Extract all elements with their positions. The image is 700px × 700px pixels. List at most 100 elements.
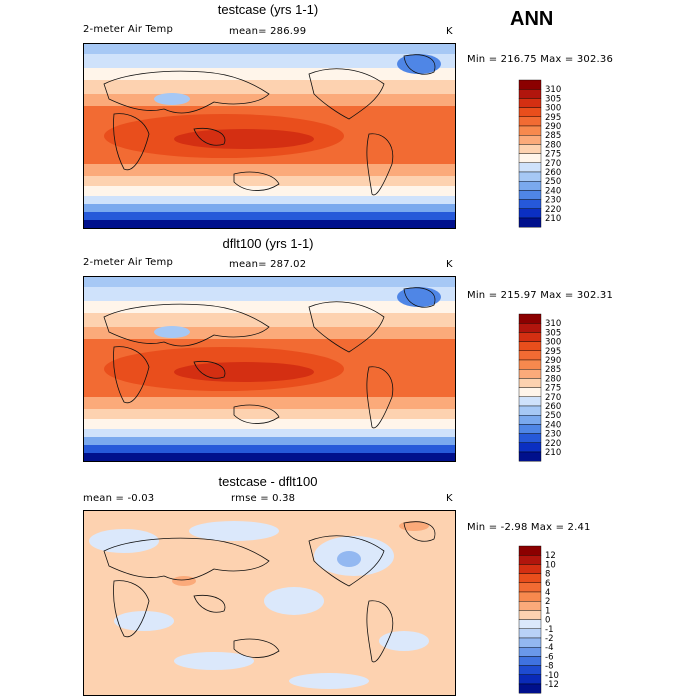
strong-negative [337, 551, 361, 567]
coastlines [103, 287, 436, 429]
colorbar-tick-label: 260 [545, 168, 561, 178]
colorbar-swatch [518, 359, 542, 370]
colorbar-swatch [518, 107, 542, 118]
colorbar-swatch [518, 135, 542, 145]
colorbar-tick-label: -1 [545, 625, 553, 635]
colorbar-swatch [518, 656, 542, 666]
colorbar-tick-label: 270 [545, 393, 561, 403]
colorbar-swatch [518, 332, 542, 342]
panel1-mean: mean= 286.99 [229, 26, 307, 37]
coastlines [103, 521, 436, 663]
colorbar-swatch [518, 313, 542, 324]
colorbar-swatch [518, 674, 542, 685]
band-antarctic-core [84, 220, 455, 228]
band-nsub [84, 94, 455, 106]
band-nmid2 [84, 80, 455, 94]
colorbar-swatch [518, 637, 542, 648]
colorbar-tick-label: -12 [545, 680, 559, 690]
colorbar-tick-label: 240 [545, 420, 561, 430]
band-ssub [84, 164, 455, 176]
colorbar-swatch [518, 98, 542, 108]
band-ssub [84, 397, 455, 409]
colorbar-tick-label: 295 [545, 113, 561, 123]
colorbar-swatch [518, 610, 542, 620]
colorbar-swatch [518, 628, 542, 639]
panel3-units: K [446, 493, 453, 504]
panel3-colorbar: 12 10 8 6 4 2 1 0 -1 -2 -4 -6 -8 -10 -12 [518, 545, 579, 696]
panel3-map-svg [84, 511, 455, 695]
colorbar-tick-label: 12 [545, 551, 556, 561]
colorbar-tick-label: 250 [545, 411, 561, 421]
colorbar-swatch [518, 387, 542, 397]
colorbar-swatch [518, 451, 542, 462]
colorbar-tick-label: -4 [545, 643, 553, 653]
greenland-cold [397, 54, 441, 74]
colorbar-tick-label: 275 [545, 384, 561, 394]
colorbar-tick-label: 280 [545, 374, 561, 384]
colorbar-swatch [518, 144, 542, 154]
band-nsub [84, 327, 455, 339]
colorbar-swatch [518, 378, 542, 388]
colorbar-tick-label: 1 [545, 606, 550, 616]
band-smid [84, 176, 455, 186]
colorbar-tick-label: 220 [545, 205, 561, 215]
panel1-colorbar: 310 305 300 295 290 285 280 275 270 260 250 240 230 2… [518, 79, 579, 230]
colorbar-tick-label: -10 [545, 671, 559, 681]
panel1-map [83, 43, 456, 229]
colorbar-tick-label: 260 [545, 402, 561, 412]
panel2-colorbar: 310 305 300 295 290 285 280 275 270 260 250 240 230 2… [518, 313, 579, 464]
colorbar-swatch [518, 217, 542, 228]
coastlines [103, 54, 436, 196]
season-label: ANN [510, 8, 554, 30]
band-subarctic [84, 287, 455, 301]
band-arctic [84, 277, 455, 287]
band-antarctic-core [84, 453, 455, 461]
colorbar-swatch [518, 116, 542, 127]
band-antarctic [84, 212, 455, 220]
colorbar-tick-label: 295 [545, 347, 561, 357]
colorbar-tick-label: 4 [545, 588, 550, 598]
panel2-title: dflt100 (yrs 1-1) [222, 236, 314, 251]
band-smid2 [84, 419, 455, 429]
panel1-units: K [446, 26, 453, 37]
colorbar-swatch [518, 665, 542, 675]
colorbar-swatch [518, 683, 542, 694]
colorbar-tick-label: -8 [545, 662, 553, 672]
colorbar-tick-label: 210 [545, 214, 561, 224]
panel1-range: Min = 216.75 Max = 302.36 [467, 54, 614, 65]
colorbar-swatch [518, 88, 542, 99]
panel3-rmse: rmse = 0.38 [231, 493, 296, 504]
panel2-units: K [446, 259, 453, 270]
colorbar-tick-label: 8 [545, 570, 550, 580]
tibet-cold [154, 93, 190, 105]
colorbar-tick-label: 0 [545, 616, 550, 626]
colorbar-swatch [518, 79, 542, 90]
colorbar-tick-label: 10 [545, 560, 556, 570]
band-subarctic [84, 54, 455, 68]
band-southern-ocean [84, 196, 455, 204]
colorbar-tick-label: 2 [545, 597, 550, 607]
colorbar-tick-label: 6 [545, 579, 550, 589]
colorbar-tick-label: 300 [545, 104, 561, 114]
colorbar-tick-label: -2 [545, 634, 553, 644]
tibet-cold [154, 326, 190, 338]
colorbar-tick-label: 310 [545, 319, 561, 329]
colorbar-swatch [518, 545, 542, 556]
colorbar-tick-label: 275 [545, 150, 561, 160]
panel3-mean: mean = -0.03 [83, 493, 155, 504]
colorbar-swatch [518, 424, 542, 434]
negative-patches [89, 521, 429, 689]
band-nmid2 [84, 313, 455, 327]
colorbar-swatch [518, 350, 542, 361]
colorbar-tick-label: 290 [545, 122, 561, 132]
colorbar-swatch [518, 396, 542, 407]
panel2-map-svg [84, 277, 455, 461]
colorbar-tick-label: 210 [545, 448, 561, 458]
panel3-title: testcase - dflt100 [218, 474, 318, 489]
panel2-map [83, 276, 456, 462]
colorbar-swatch [518, 591, 542, 602]
band-smid2 [84, 186, 455, 196]
panel1-map-svg [84, 44, 455, 228]
colorbar-tick-label: 285 [545, 365, 561, 375]
